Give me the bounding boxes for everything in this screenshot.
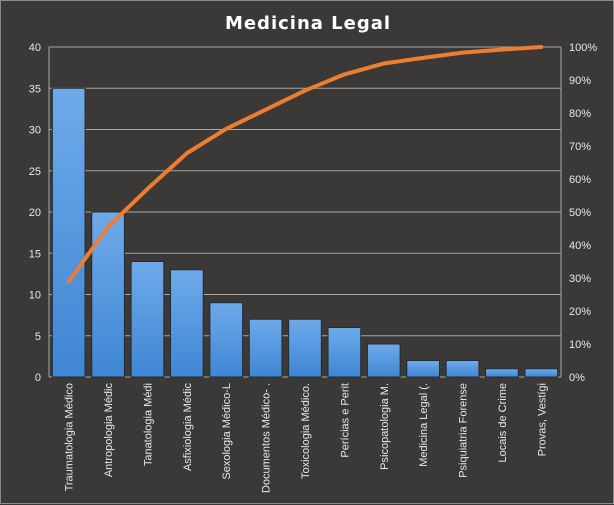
y2-tick-label: 30% bbox=[569, 273, 591, 285]
x-tick-label: Sexologia Médico-L bbox=[221, 383, 233, 480]
bar bbox=[131, 262, 164, 378]
bar bbox=[446, 361, 479, 378]
y2-tick-label: 90% bbox=[569, 75, 591, 87]
x-tick-label: Traumatologia Médico bbox=[64, 383, 76, 491]
y2-tick-label: 10% bbox=[569, 339, 591, 351]
x-tick-label: Toxicologia Médico. bbox=[300, 383, 312, 479]
y-tick-label: 0 bbox=[35, 372, 41, 384]
y2-tick-label: 70% bbox=[569, 141, 591, 153]
bar bbox=[249, 319, 282, 377]
bar bbox=[525, 369, 558, 377]
bar bbox=[210, 303, 243, 377]
bar bbox=[92, 212, 125, 377]
bar bbox=[328, 328, 361, 378]
bar bbox=[171, 270, 204, 377]
y-tick-label: 5 bbox=[35, 331, 41, 343]
cumulative-line bbox=[69, 47, 542, 282]
x-tick-label: Antropologia Médic bbox=[103, 383, 115, 478]
x-tick-label: Perícias e Perit bbox=[339, 383, 351, 458]
y2-tick-label: 60% bbox=[569, 174, 591, 186]
y-tick-label: 15 bbox=[29, 248, 41, 260]
bar bbox=[52, 88, 85, 377]
x-tick-label: Psicopatologia M. bbox=[379, 383, 391, 470]
y2-tick-label: 20% bbox=[569, 306, 591, 318]
x-tick-label: Provas, Vestígi bbox=[536, 383, 548, 456]
y2-tick-label: 50% bbox=[569, 207, 591, 219]
y2-tick-label: 40% bbox=[569, 240, 591, 252]
y-tick-label: 10 bbox=[29, 290, 41, 302]
y2-tick-label: 100% bbox=[569, 42, 597, 54]
y-tick-label: 25 bbox=[29, 166, 41, 178]
y-tick-label: 40 bbox=[29, 42, 41, 54]
bar bbox=[367, 344, 400, 377]
y-tick-label: 20 bbox=[29, 207, 41, 219]
y2-tick-label: 80% bbox=[569, 108, 591, 120]
x-tick-label: Psiquiatria Forense bbox=[458, 383, 470, 478]
x-tick-label: Locais de Crime bbox=[497, 383, 509, 462]
x-tick-label: Tanatologia Médi bbox=[142, 383, 154, 466]
x-tick-label: Medicina Legal (. bbox=[418, 383, 430, 467]
y2-tick-label: 0% bbox=[569, 372, 585, 384]
y-tick-label: 35 bbox=[29, 83, 41, 95]
x-tick-label: Asfixiologia Médic bbox=[182, 383, 194, 472]
y-tick-label: 30 bbox=[29, 125, 41, 137]
bar bbox=[289, 319, 322, 377]
bar bbox=[407, 361, 440, 378]
x-tick-label: Documentos Médico- . bbox=[261, 383, 273, 493]
bar bbox=[486, 369, 519, 377]
chart-title: Medicina Legal bbox=[225, 13, 391, 34]
